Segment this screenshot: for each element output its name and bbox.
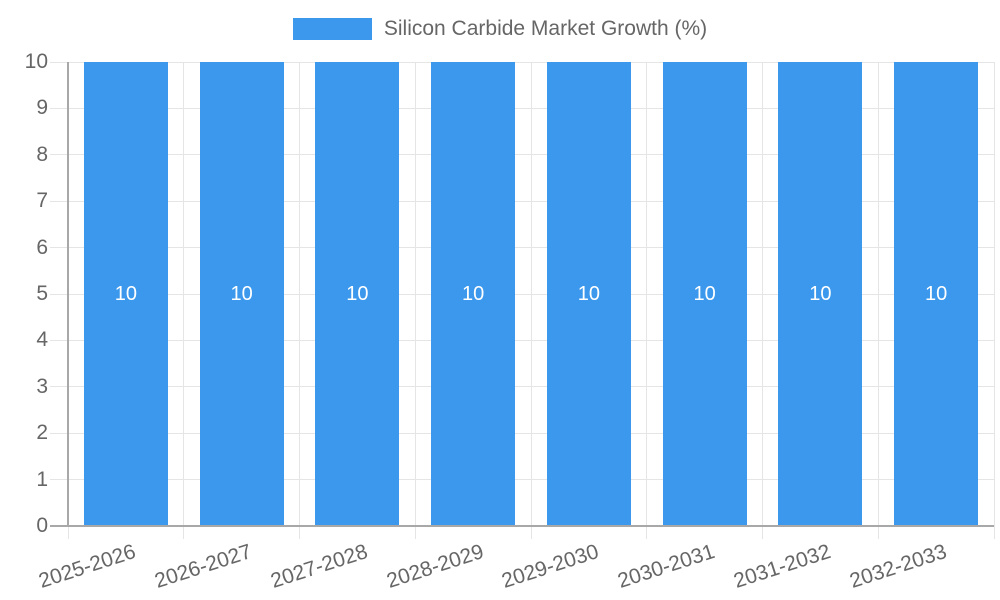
gridline-h	[50, 479, 994, 481]
y-axis-label: 4	[36, 328, 48, 352]
bar[interactable]: 10	[894, 62, 979, 526]
gridline-h	[50, 432, 994, 434]
x-axis-label: 2031-2032	[730, 540, 834, 593]
gridline-h	[50, 247, 994, 249]
bar[interactable]: 10	[662, 62, 747, 526]
x-axis-tick	[877, 526, 879, 539]
x-axis-label: 2032-2033	[846, 540, 950, 593]
bar[interactable]: 10	[199, 62, 284, 526]
gridline-v	[993, 62, 995, 526]
x-axis-label: 2026-2027	[152, 540, 255, 593]
gridline-h	[50, 154, 994, 156]
bar-value-label: 10	[114, 283, 137, 305]
x-axis-tick	[530, 526, 532, 539]
gridline-v	[877, 62, 879, 526]
bar[interactable]: 10	[778, 62, 863, 526]
y-axis-label: 9	[36, 96, 48, 120]
gridline-v	[530, 62, 532, 526]
x-axis-tick	[762, 526, 763, 539]
x-axis-tick	[183, 526, 185, 539]
bar-value-label: 10	[577, 283, 600, 305]
y-axis-line	[67, 62, 69, 526]
plot-area: 10 10 10 10 10 10 10 10	[50, 61, 995, 539]
y-axis-label: 1	[36, 467, 48, 491]
gridline-h	[50, 339, 994, 341]
legend-swatch	[292, 18, 372, 40]
bar-value-label: 10	[462, 283, 485, 305]
bar-value-label: 10	[230, 283, 253, 305]
gridline-v	[183, 62, 185, 526]
bar-value-label: 10	[693, 283, 716, 305]
gridline-h	[50, 200, 994, 202]
x-axis-tick	[67, 526, 69, 539]
gridline-h	[50, 386, 994, 388]
bar-value-label: 10	[925, 283, 948, 305]
legend[interactable]: Silicon Carbide Market Growth (%)	[0, 16, 1000, 42]
x-axis-line	[50, 525, 994, 527]
bar-value-label: 10	[809, 283, 832, 305]
y-axis-label: 8	[36, 142, 48, 166]
y-axis-label: 5	[36, 282, 48, 305]
x-axis-label: 2027-2028	[267, 540, 371, 593]
y-axis-label: 2	[36, 421, 48, 445]
x-axis-tick	[299, 526, 300, 539]
x-axis-label: 2025-2026	[36, 540, 139, 593]
y-axis-label: 10	[24, 50, 48, 73]
gridline-v	[646, 62, 648, 526]
gridline-v	[762, 62, 763, 526]
bar-value-label: 10	[346, 283, 369, 305]
legend-label: Silicon Carbide Market Growth (%)	[383, 17, 708, 40]
x-axis-tick	[646, 526, 648, 539]
y-axis-label: 0	[36, 514, 48, 537]
gridline-h	[50, 293, 994, 295]
gridline-v	[299, 62, 300, 526]
gridline-v	[414, 62, 416, 526]
gridline-h	[50, 61, 994, 63]
x-axis-label: 2030-2031	[615, 540, 718, 593]
x-axis-label: 2028-2029	[383, 540, 487, 593]
bar[interactable]: 10	[431, 62, 516, 526]
y-axis-label: 6	[36, 235, 48, 259]
x-axis-label: 2029-2030	[499, 540, 602, 593]
gridline-h	[50, 107, 994, 109]
x-axis-tick	[993, 526, 995, 539]
x-axis-tick	[414, 526, 416, 539]
y-axis-label: 3	[36, 374, 48, 398]
y-axis-label: 7	[36, 189, 48, 213]
bar[interactable]: 10	[546, 62, 631, 526]
bar[interactable]: 10	[315, 62, 400, 526]
bar[interactable]: 10	[83, 62, 168, 526]
